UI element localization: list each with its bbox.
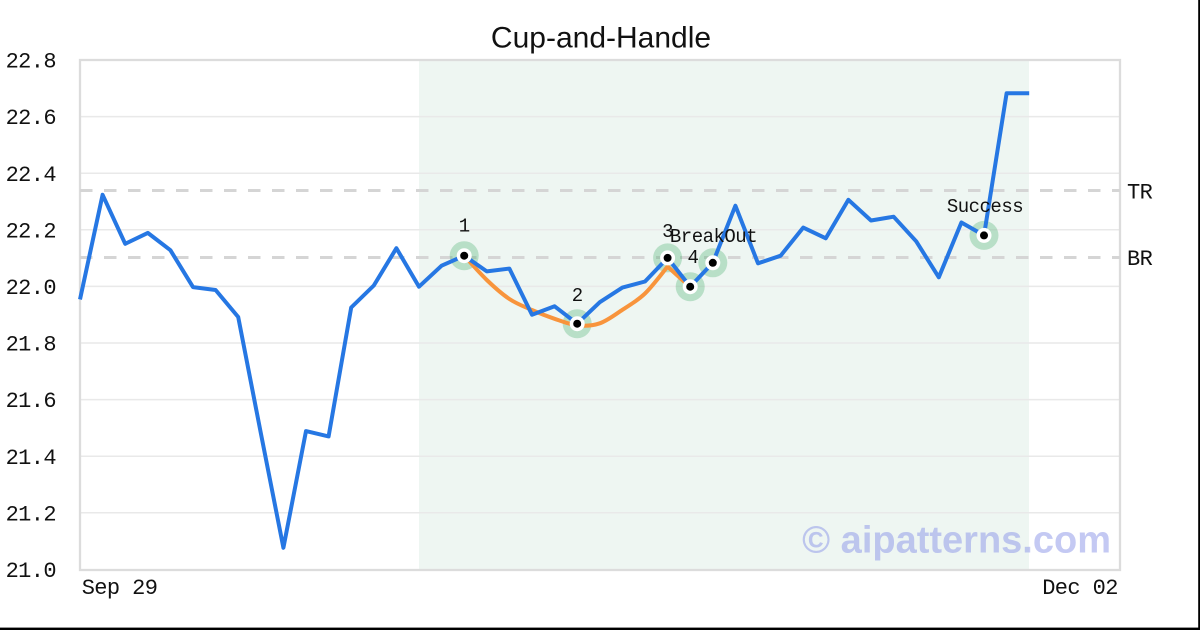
svg-text:3: 3	[662, 221, 673, 243]
svg-text:22.8: 22.8	[6, 50, 56, 75]
svg-text:21.8: 21.8	[6, 333, 56, 358]
svg-text:22.0: 22.0	[6, 276, 56, 301]
svg-text:22.6: 22.6	[6, 106, 56, 131]
svg-text:TR: TR	[1127, 180, 1153, 205]
svg-text:BR: BR	[1127, 247, 1153, 272]
svg-text:22.2: 22.2	[6, 219, 56, 244]
svg-text:21.0: 21.0	[6, 559, 56, 584]
svg-text:Sep 29: Sep 29	[82, 576, 158, 601]
svg-text:1: 1	[459, 216, 470, 238]
svg-text:Cup-and-Handle: Cup-and-Handle	[491, 22, 711, 55]
svg-text:Success: Success	[947, 196, 1023, 218]
svg-text:© aipatterns.com: © aipatterns.com	[802, 520, 1111, 562]
svg-text:21.6: 21.6	[6, 389, 56, 414]
svg-text:2: 2	[572, 285, 583, 307]
svg-text:22.4: 22.4	[6, 163, 57, 188]
svg-text:4: 4	[688, 247, 699, 269]
svg-text:Dec 02: Dec 02	[1042, 576, 1118, 601]
svg-text:21.4: 21.4	[6, 446, 57, 471]
svg-text:21.2: 21.2	[6, 502, 56, 527]
svg-text:BreakOut: BreakOut	[670, 226, 757, 248]
